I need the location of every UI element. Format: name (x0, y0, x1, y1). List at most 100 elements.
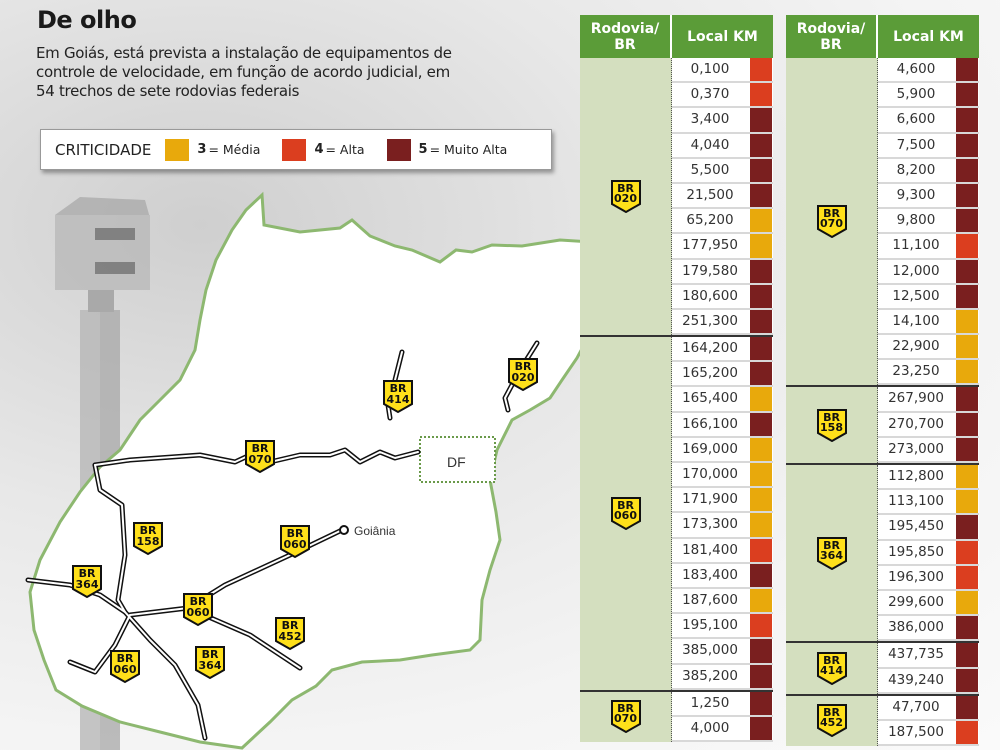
km-value: 385,200 (682, 667, 738, 684)
table-row: 166,100 (672, 412, 773, 438)
table-row: 385,200 (672, 664, 773, 690)
km-value: 11,100 (892, 237, 940, 254)
road-group: BR 364 112,800 113,100 195,450 195,850 196,300… (786, 465, 979, 644)
table-row: 0,100 (672, 58, 773, 84)
road-badge: BR 364 (816, 536, 847, 570)
road-cell: BR 158 (786, 387, 878, 463)
criticality-swatch (750, 284, 772, 308)
table-row: 181,400 (672, 538, 773, 564)
km-value: 0,370 (690, 86, 730, 103)
table-row: 4,600 (878, 58, 979, 84)
criticality-swatch (956, 412, 978, 436)
table-row: 173,300 (672, 513, 773, 539)
km-value: 4,040 (690, 136, 730, 153)
criticality-swatch (956, 695, 978, 719)
goiania-label: Goiânia (354, 524, 396, 538)
criticality-swatch (956, 490, 978, 514)
table-row: 65,200 (672, 209, 773, 235)
table-row: 21,500 (672, 183, 773, 210)
criticality-swatch (956, 668, 978, 692)
criticality-swatch (750, 337, 772, 361)
header-local-km: Local KM (672, 15, 773, 58)
km-value: 195,100 (682, 617, 738, 634)
table-row: 8,200 (878, 158, 979, 184)
road-cell: BR 070 (786, 58, 878, 386)
road-badge: BR 070 (610, 700, 641, 734)
map-badge-number: 364 (199, 659, 222, 672)
criticality-swatch (750, 309, 772, 334)
km-value: 3,400 (690, 111, 730, 128)
road-cell: BR 364 (786, 465, 878, 642)
criticality-swatch (750, 463, 772, 487)
criticality-swatch (956, 309, 978, 334)
criticality-swatch (956, 183, 978, 208)
km-value: 47,700 (892, 698, 940, 715)
km-value: 386,000 (888, 619, 944, 636)
table-row: 9,800 (878, 209, 979, 235)
table-row: 4,000 (672, 716, 773, 743)
table-row: 270,700 (878, 412, 979, 438)
map-badge-number: 060 (187, 606, 210, 619)
table-row: 0,370 (672, 83, 773, 109)
criticality-swatch (750, 664, 772, 688)
table-row: 179,580 (672, 259, 773, 285)
map-badge-number: 020 (512, 371, 535, 384)
table-row: 7,500 (878, 133, 979, 159)
table-row: 187,500 (878, 720, 979, 747)
km-value: 169,000 (682, 440, 738, 457)
criticality-swatch (750, 362, 772, 386)
criticality-swatch (956, 133, 978, 157)
table-row: 6,600 (878, 108, 979, 134)
km-value: 196,300 (888, 568, 944, 585)
road-number: 158 (820, 420, 843, 434)
km-value: 23,250 (892, 363, 940, 380)
km-value: 8,200 (896, 161, 936, 178)
km-value: 4,600 (896, 61, 936, 77)
criticality-swatch (750, 387, 772, 411)
table-row: 5,900 (878, 83, 979, 109)
km-value: 273,000 (888, 440, 944, 457)
km-value: 165,200 (682, 365, 738, 382)
km-value: 439,240 (888, 671, 944, 688)
km-value: 112,800 (888, 468, 944, 484)
table-row: 3,400 (672, 108, 773, 134)
criticality-swatch (750, 158, 772, 182)
criticality-swatch (750, 58, 772, 82)
road-number: 364 (820, 548, 843, 562)
criticality-swatch (956, 209, 978, 233)
km-value: 180,600 (682, 287, 738, 304)
page-title: De olho (37, 6, 137, 34)
table-row: 169,000 (672, 437, 773, 463)
criticality-swatch (956, 335, 978, 359)
legend-item-media: 3 = Média (165, 138, 260, 161)
km-value: 9,300 (896, 186, 936, 203)
legend-swatch (386, 138, 411, 161)
criticality-swatch (750, 183, 772, 208)
criticality-swatch (750, 108, 772, 132)
road-number: 070 (820, 217, 843, 231)
km-value: 165,400 (682, 390, 738, 407)
criticality-swatch (956, 565, 978, 589)
map-badge-number: 060 (284, 538, 307, 551)
criticality-swatch (750, 563, 772, 587)
road-cell: BR 020 (580, 58, 672, 336)
speed-camera-table-left: Rodovia/ BR Local KM BR 020 0,100 0,370 3,400 4… (580, 15, 773, 743)
df-label: DF (447, 454, 466, 470)
km-value: 12,000 (892, 262, 940, 279)
criticality-swatch (956, 643, 978, 667)
km-value: 267,900 (888, 390, 944, 407)
table-row: 4,040 (672, 133, 773, 159)
header-local-km: Local KM (878, 15, 979, 58)
road-group: BR 158 267,900 270,700 273,000 (786, 387, 979, 465)
table-row: 170,000 (672, 463, 773, 489)
table-row: 195,850 (878, 540, 979, 566)
km-value: 164,200 (682, 340, 738, 357)
map-badge-label: BR (390, 382, 407, 395)
km-value: 177,950 (682, 237, 738, 254)
